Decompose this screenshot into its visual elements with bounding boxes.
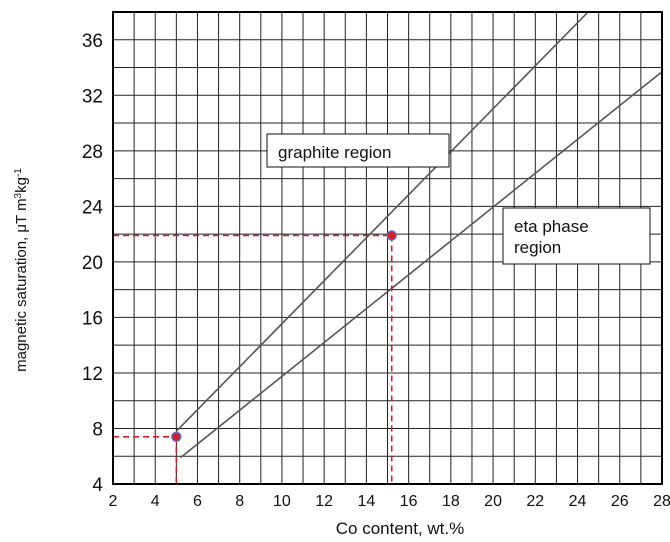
x-tick-label: 28 [653,493,670,510]
x-tick-label: 4 [151,493,160,510]
x-tick-label: 2 [109,493,118,510]
x-tick-label: 8 [235,493,244,510]
annotation-eta-line-2: region [514,238,561,257]
x-tick-label: 10 [273,493,291,510]
y-tick-label: 36 [82,31,103,52]
y-tick-label: 32 [82,86,103,107]
x-axis-title: Co content, wt.% [336,519,465,538]
y-tick-label: 28 [82,142,103,163]
x-tick-label: 24 [569,493,587,510]
data-marker-1 [171,431,182,442]
y-axis-title-main: magnetic saturation, μT m [13,198,30,371]
x-tick-label: 26 [611,493,629,510]
y-tick-label: 16 [82,308,103,329]
y-axis-title: magnetic saturation, μT m3kg-1 [13,168,31,372]
y-axis-title-mid: kg [13,177,30,193]
x-tick-label: 14 [357,493,375,510]
data-marker-2 [386,230,397,241]
x-tick-labels: 2 4 6 8 10 12 14 16 18 20 22 24 26 28 [109,493,670,510]
x-tick-label: 22 [526,493,544,510]
series-lines [175,11,663,459]
y-tick-label: 20 [82,253,103,274]
x-tick-label: 18 [442,493,460,510]
series-line-2 [180,71,663,459]
y-tick-label: 12 [82,364,103,385]
markers [171,230,397,442]
annotation-eta-region: eta phase region [502,207,651,265]
y-tick-label: 24 [82,197,104,218]
x-tick-label: 16 [400,493,418,510]
x-tick-label: 12 [315,493,333,510]
x-tick-label: 20 [484,493,502,510]
series-line-1 [175,11,589,432]
y-tick-labels: 4 8 12 16 20 24 28 32 36 [82,31,104,496]
guide-lines [113,234,393,484]
y-tick-label: 8 [92,419,103,440]
plot-border [112,11,663,485]
annotation-graphite-region: graphite region [266,133,450,168]
y-tick-label: 4 [92,475,103,496]
annotation-graphite-text: graphite region [278,143,391,162]
annotation-eta-text: eta phase region [514,217,593,257]
annotation-eta-line-1: eta phase [514,217,589,236]
plot-frame [112,11,663,485]
y-axis-title-sup2: -1 [13,168,24,177]
x-tick-label: 6 [193,493,202,510]
y-axis-title-sup1: 3 [13,192,24,198]
